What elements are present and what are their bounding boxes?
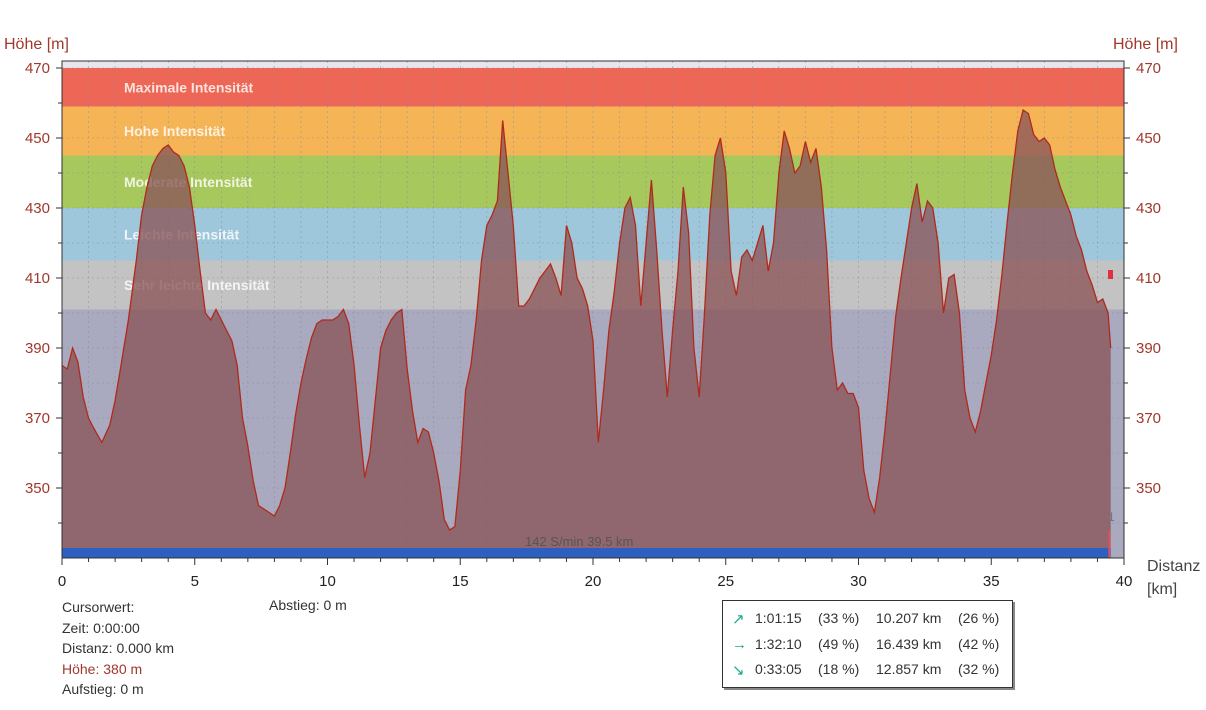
x-tick-label: 10 [319, 573, 336, 590]
summary-distance-percent: (32 %) [958, 661, 1000, 677]
y-tick-label-left: 350 [25, 480, 50, 497]
y-tick-label-left: 410 [25, 270, 50, 287]
elevation-area [62, 110, 1111, 558]
x-tick-label: 30 [850, 573, 867, 590]
y-tick-label-left: 370 [25, 410, 50, 427]
x-axis-label: Distanz [1147, 558, 1201, 575]
x-tick-label: 5 [191, 573, 199, 590]
y-axis-title-right: Höhe [m] [1113, 36, 1178, 53]
summary-distance-percent: (42 %) [958, 636, 1000, 652]
cursor-marker-label: 1 [1108, 510, 1115, 524]
elevation-line [61, 108, 1112, 531]
y-tick-label-right: 350 [1136, 480, 1161, 497]
arrow-down-right-icon: ↘ [732, 662, 745, 679]
zone-label: Hohe Intensität [124, 123, 225, 139]
summary-row-flat: → 1:32:10 (49 %) 16.439 km (42 %) [723, 636, 1012, 658]
cursor-elevation: Höhe: 380 m [62, 660, 143, 677]
cursor-ascent: Aufstieg: 0 m [62, 681, 144, 697]
y-tick-label-left: 470 [25, 60, 50, 77]
y-tick-label-right: 430 [1136, 200, 1161, 217]
zone-label: Maximale Intensität [124, 79, 253, 95]
summary-time-percent: (33 %) [818, 610, 860, 626]
y-tick-label-right: 390 [1136, 340, 1161, 357]
arrow-right-icon: → [732, 636, 747, 653]
summary-time-percent: (18 %) [818, 661, 860, 677]
y-tick-label-left: 450 [25, 130, 50, 147]
summary-time-percent: (49 %) [818, 636, 860, 652]
cursor-value-title: Cursorwert: [62, 599, 135, 615]
gradient-summary-box: ↗ 1:01:15 (33 %) 10.207 km (26 %) → 1:32… [722, 600, 1013, 688]
x-tick-label: 25 [717, 573, 734, 590]
summary-distance: 16.439 km [876, 636, 942, 652]
x-tick-label: 15 [452, 573, 469, 590]
y-tick-label-right: 370 [1136, 410, 1161, 427]
x-axis-title: Distanz [km] [1147, 556, 1200, 601]
cadence-annotation: 142 S/min 39.5 km [525, 534, 633, 549]
x-tick-label: 0 [58, 573, 66, 590]
x-axis-unit: [km] [1147, 581, 1178, 598]
y-tick-label-left: 430 [25, 200, 50, 217]
cursor-descent: Abstieg: 0 m [269, 597, 347, 613]
summary-time: 1:01:15 [755, 610, 802, 626]
y-tick-label-right: 470 [1136, 60, 1161, 77]
y-tick-label-right: 410 [1136, 270, 1161, 287]
x-tick-label: 40 [1116, 573, 1133, 590]
summary-distance-percent: (26 %) [958, 610, 1000, 626]
cursor-time: Zeit: 0:00:00 [62, 619, 140, 636]
cursor-distance: Distanz: 0.000 km [62, 640, 175, 656]
x-tick-label: 35 [983, 573, 1000, 590]
cursor-value-panel: Cursorwert: Zeit: 0:00:00 Distanz: 0.000… [62, 597, 174, 700]
y-tick-label-right: 450 [1136, 130, 1161, 147]
summary-distance: 12.857 km [876, 661, 942, 677]
x-tick-label: 20 [585, 573, 602, 590]
summary-row-downhill: ↘ 0:33:05 (18 %) 12.857 km (32 %) [723, 661, 1012, 683]
summary-row-uphill: ↗ 1:01:15 (33 %) 10.207 km (26 %) [723, 610, 1012, 632]
position-marker [1108, 270, 1113, 279]
y-axis-title-left: Höhe [m] [4, 36, 69, 53]
summary-time: 1:32:10 [755, 636, 802, 652]
arrow-up-right-icon: ↗ [732, 611, 745, 628]
cadence-bar [62, 548, 1111, 558]
summary-time: 0:33:05 [755, 661, 802, 677]
summary-distance: 10.207 km [876, 610, 942, 626]
y-tick-label-left: 390 [25, 340, 50, 357]
